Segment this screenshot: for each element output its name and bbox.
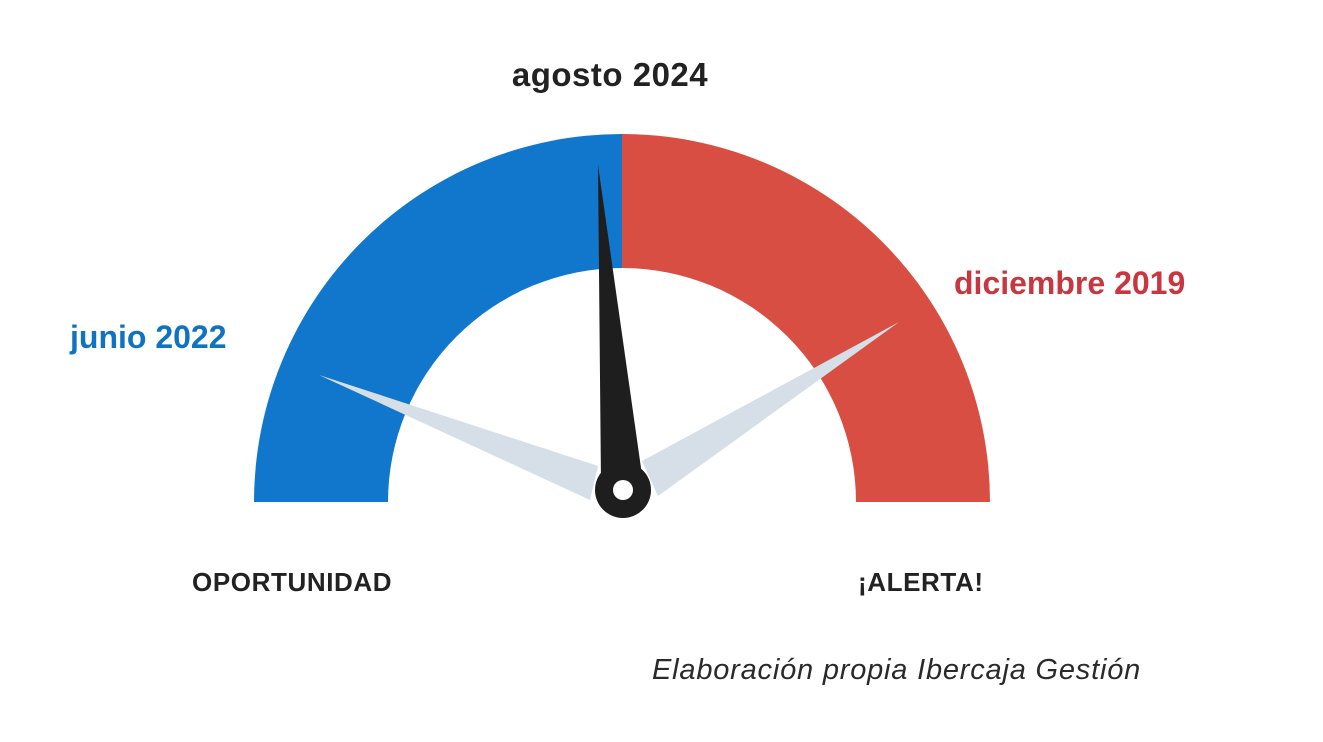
source-credit: Elaboración propia Ibercaja Gestión (652, 654, 1142, 686)
opportunity-zone-arc (254, 134, 622, 502)
zone-label-oportunidad: OPORTUNIDAD (192, 567, 393, 597)
needle-agosto-2024 (598, 165, 643, 484)
alert-zone-arc (622, 134, 990, 502)
needle-label-agosto-2024: agosto 2024 (511, 56, 709, 93)
needle-label-junio-2022: junio 2022 (70, 319, 227, 355)
needle-diciembre-2019 (642, 322, 899, 496)
needle-label-diciembre-2019: diciembre 2019 (954, 265, 1186, 301)
zone-label-alerta: ¡ALERTA! (858, 567, 984, 597)
needle-junio-2022 (319, 375, 598, 500)
gauge-hub-center (613, 480, 633, 500)
